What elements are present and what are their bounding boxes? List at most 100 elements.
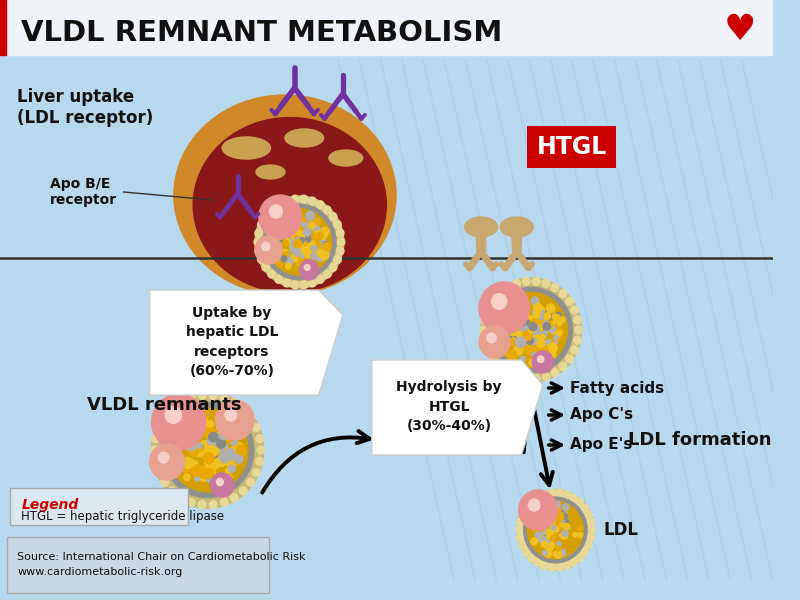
Circle shape — [267, 209, 331, 275]
Circle shape — [296, 239, 303, 247]
Circle shape — [275, 275, 282, 283]
Circle shape — [536, 312, 545, 322]
FancyBboxPatch shape — [527, 126, 616, 168]
Circle shape — [586, 518, 594, 526]
Circle shape — [190, 444, 199, 454]
Circle shape — [540, 517, 544, 520]
Circle shape — [194, 475, 200, 481]
Circle shape — [517, 490, 594, 570]
Circle shape — [316, 201, 324, 209]
Circle shape — [551, 536, 555, 540]
Circle shape — [551, 529, 558, 535]
Circle shape — [514, 346, 523, 355]
Circle shape — [209, 448, 214, 454]
Circle shape — [275, 201, 282, 209]
Circle shape — [551, 522, 558, 530]
Circle shape — [203, 449, 210, 457]
Circle shape — [212, 451, 221, 460]
Circle shape — [297, 232, 304, 239]
Circle shape — [296, 237, 304, 245]
Circle shape — [295, 213, 304, 223]
Circle shape — [556, 529, 560, 533]
Circle shape — [291, 195, 299, 203]
Circle shape — [210, 473, 234, 497]
Bar — [0, 0, 6, 55]
Circle shape — [226, 468, 231, 473]
Circle shape — [191, 435, 198, 442]
Circle shape — [543, 311, 553, 320]
Circle shape — [321, 251, 329, 259]
Circle shape — [555, 521, 561, 528]
Circle shape — [257, 446, 265, 454]
Text: Apo C's: Apo C's — [570, 407, 633, 422]
Circle shape — [480, 326, 488, 334]
Circle shape — [550, 527, 555, 532]
Circle shape — [503, 308, 509, 314]
Circle shape — [230, 446, 240, 457]
Circle shape — [212, 447, 219, 455]
Circle shape — [262, 242, 270, 251]
Circle shape — [218, 473, 226, 482]
Circle shape — [312, 241, 321, 250]
Circle shape — [512, 321, 522, 331]
Circle shape — [205, 457, 212, 464]
Circle shape — [252, 469, 260, 476]
Circle shape — [534, 323, 540, 330]
Circle shape — [562, 530, 568, 536]
Circle shape — [535, 534, 542, 541]
Circle shape — [230, 494, 238, 502]
Polygon shape — [372, 360, 543, 455]
Circle shape — [537, 325, 542, 331]
Circle shape — [541, 561, 548, 569]
Circle shape — [217, 440, 223, 447]
Circle shape — [584, 511, 592, 519]
Circle shape — [198, 443, 202, 448]
Circle shape — [544, 313, 550, 319]
Circle shape — [520, 320, 528, 328]
Circle shape — [547, 339, 554, 347]
Circle shape — [207, 475, 214, 482]
Circle shape — [546, 304, 555, 313]
Circle shape — [538, 320, 546, 329]
Circle shape — [321, 227, 330, 236]
Circle shape — [307, 230, 312, 235]
Circle shape — [206, 452, 214, 460]
Circle shape — [489, 297, 497, 305]
Circle shape — [553, 524, 557, 527]
Circle shape — [540, 523, 546, 530]
Circle shape — [534, 304, 542, 312]
Circle shape — [213, 434, 218, 441]
Circle shape — [206, 446, 218, 457]
Circle shape — [255, 196, 344, 288]
Circle shape — [578, 526, 582, 530]
Circle shape — [555, 501, 561, 507]
Circle shape — [209, 433, 218, 442]
Circle shape — [513, 373, 521, 380]
Circle shape — [543, 506, 550, 514]
Circle shape — [282, 251, 288, 257]
Circle shape — [317, 253, 322, 259]
Circle shape — [294, 215, 300, 221]
Circle shape — [496, 290, 503, 298]
Circle shape — [563, 524, 568, 529]
Circle shape — [542, 373, 550, 380]
Circle shape — [235, 443, 243, 451]
Circle shape — [297, 221, 305, 229]
Circle shape — [206, 446, 214, 455]
Text: Fatty acids: Fatty acids — [570, 380, 664, 395]
Circle shape — [570, 346, 578, 354]
Circle shape — [584, 541, 592, 549]
Circle shape — [551, 284, 558, 292]
Circle shape — [481, 316, 489, 324]
Circle shape — [294, 236, 299, 240]
Circle shape — [334, 256, 342, 263]
Circle shape — [300, 244, 304, 248]
Circle shape — [234, 455, 243, 463]
Circle shape — [314, 251, 318, 256]
Circle shape — [150, 446, 158, 454]
Circle shape — [323, 270, 331, 278]
Circle shape — [195, 466, 206, 478]
Circle shape — [302, 220, 309, 227]
Circle shape — [570, 306, 578, 314]
Circle shape — [574, 326, 582, 334]
